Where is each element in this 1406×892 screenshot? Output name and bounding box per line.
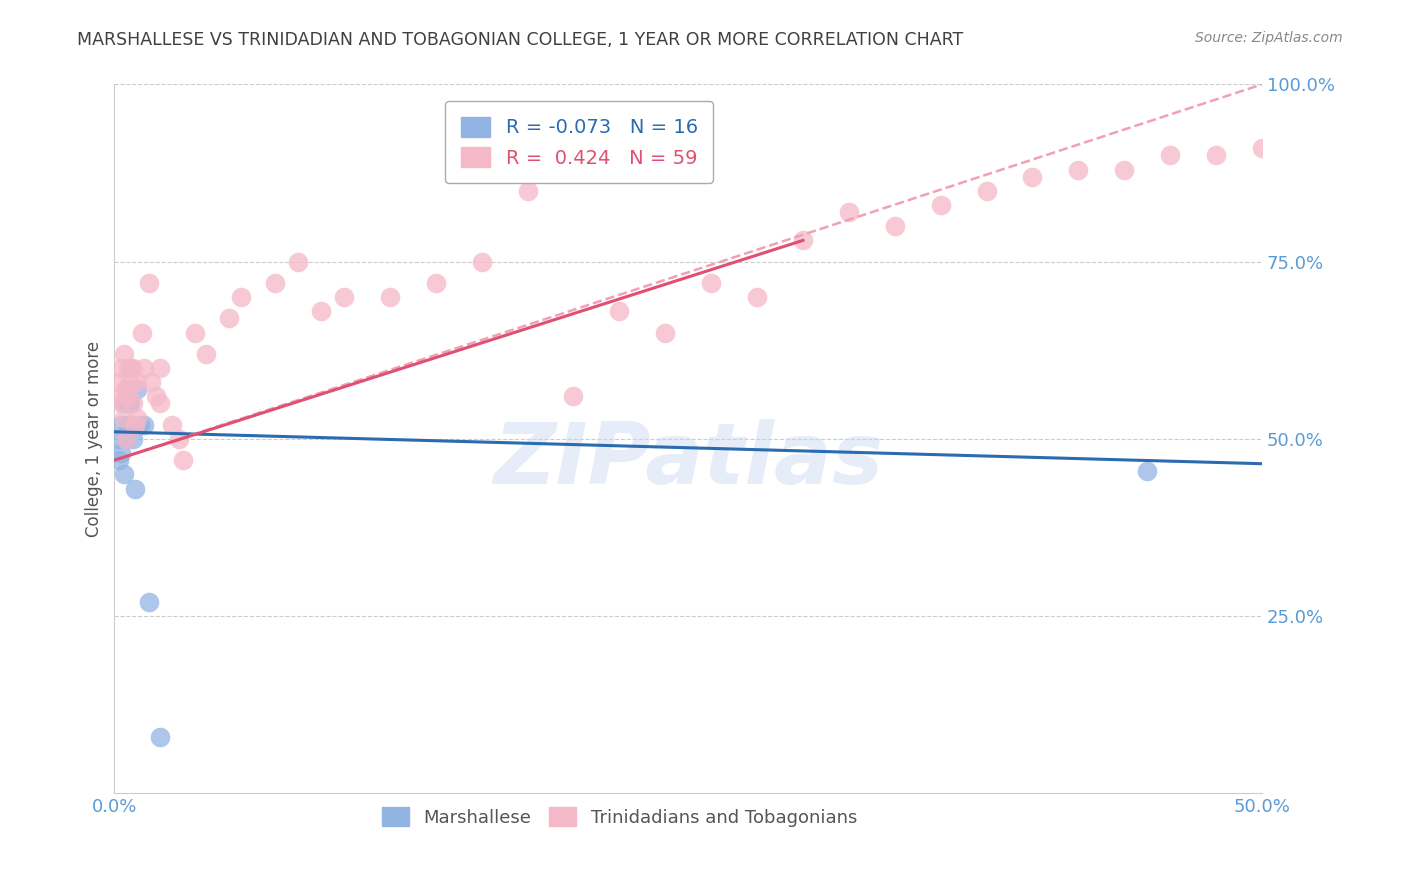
Point <box>195 347 218 361</box>
Point <box>562 389 585 403</box>
Point <box>108 389 131 403</box>
Point <box>229 290 252 304</box>
Point <box>105 375 128 389</box>
Point <box>929 198 952 212</box>
Point <box>110 361 132 376</box>
Point <box>516 184 538 198</box>
Point <box>149 730 172 744</box>
Point <box>471 254 494 268</box>
Point <box>172 453 194 467</box>
Point <box>117 417 139 432</box>
Point <box>607 304 630 318</box>
Point <box>287 254 309 268</box>
Point <box>121 361 143 376</box>
Point <box>792 234 814 248</box>
Point <box>112 396 135 410</box>
Point <box>121 396 143 410</box>
Point <box>138 595 160 609</box>
Point <box>264 276 287 290</box>
Point <box>1296 134 1319 148</box>
Point <box>139 375 162 389</box>
Point <box>112 410 135 425</box>
Point <box>838 205 860 219</box>
Point <box>120 375 142 389</box>
Point <box>425 276 447 290</box>
Point <box>149 361 172 376</box>
Point <box>138 276 160 290</box>
Point <box>218 311 240 326</box>
Point <box>128 417 150 432</box>
Point <box>110 396 132 410</box>
Point <box>124 417 146 432</box>
Point <box>184 326 207 340</box>
Point <box>976 184 998 198</box>
Point <box>115 382 138 396</box>
Point <box>883 219 905 234</box>
Point <box>1021 169 1043 184</box>
Point <box>378 290 401 304</box>
Point <box>1159 148 1181 162</box>
Point <box>145 389 167 403</box>
Text: Source: ZipAtlas.com: Source: ZipAtlas.com <box>1195 31 1343 45</box>
Point <box>117 361 139 376</box>
Point <box>134 417 156 432</box>
Point <box>117 389 139 403</box>
Point <box>110 446 132 460</box>
Text: ZIPatlas: ZIPatlas <box>494 418 883 501</box>
Point <box>115 432 138 446</box>
Point <box>1251 141 1274 155</box>
Point <box>745 290 768 304</box>
Point <box>115 382 138 396</box>
Y-axis label: College, 1 year or more: College, 1 year or more <box>86 341 103 537</box>
Point <box>149 396 172 410</box>
Point <box>167 432 190 446</box>
Point <box>1205 148 1227 162</box>
Point <box>120 361 142 376</box>
Text: MARSHALLESE VS TRINIDADIAN AND TOBAGONIAN COLLEGE, 1 YEAR OR MORE CORRELATION CH: MARSHALLESE VS TRINIDADIAN AND TOBAGONIA… <box>77 31 963 49</box>
Point <box>654 326 676 340</box>
Point <box>112 347 135 361</box>
Point <box>127 410 149 425</box>
Point <box>112 467 135 482</box>
Point <box>117 396 139 410</box>
Point <box>1388 120 1406 134</box>
Point <box>108 453 131 467</box>
Point <box>309 304 332 318</box>
Point <box>134 361 156 376</box>
Point <box>131 326 153 340</box>
Point <box>127 375 149 389</box>
Point <box>1114 162 1136 177</box>
Legend: Marshallese, Trinidadians and Tobagonians: Marshallese, Trinidadians and Tobagonian… <box>374 800 865 834</box>
Point <box>127 382 149 396</box>
Point <box>333 290 356 304</box>
Point <box>110 417 132 432</box>
Point <box>1136 464 1159 478</box>
Point <box>121 432 143 446</box>
Point <box>160 417 183 432</box>
Point <box>700 276 723 290</box>
Point <box>115 432 138 446</box>
Point <box>124 482 146 496</box>
Point <box>1343 127 1365 141</box>
Point <box>1067 162 1090 177</box>
Point <box>120 396 142 410</box>
Point <box>105 432 128 446</box>
